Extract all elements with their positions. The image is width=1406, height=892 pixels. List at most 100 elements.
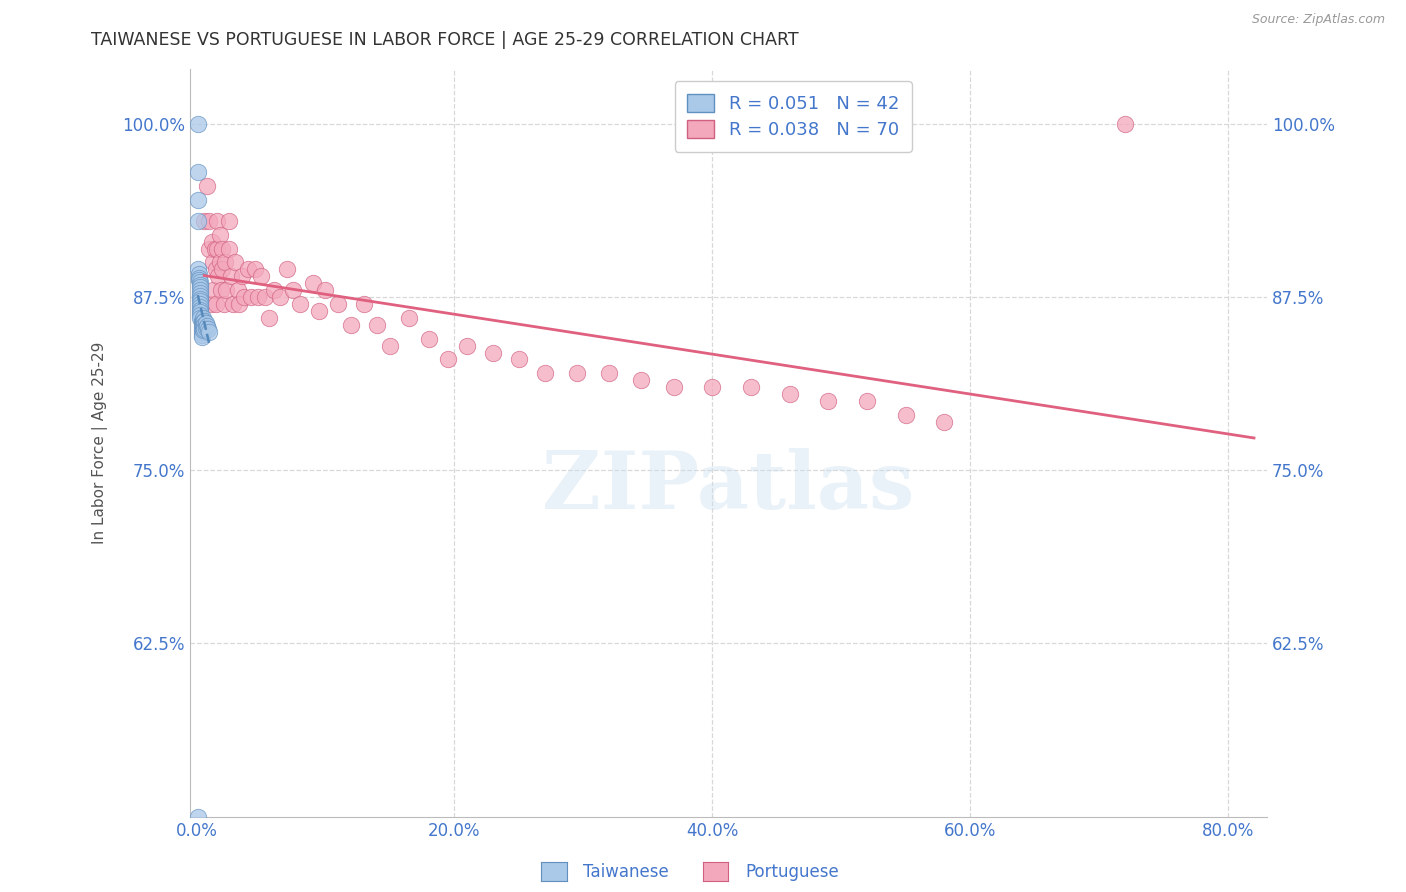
- Point: [193, 318, 215, 332]
- Point: [366, 318, 388, 332]
- Text: Source: ZipAtlas.com: Source: ZipAtlas.com: [1251, 13, 1385, 27]
- Point: [565, 367, 588, 381]
- Point: [218, 242, 240, 256]
- Y-axis label: In Labor Force | Age 25-29: In Labor Force | Age 25-29: [93, 342, 108, 544]
- Point: [190, 300, 212, 314]
- Point: [236, 262, 259, 277]
- Point: [201, 235, 224, 249]
- Point: [190, 319, 212, 334]
- Point: [205, 262, 228, 277]
- Point: [353, 297, 375, 311]
- Point: [263, 283, 285, 297]
- Point: [247, 290, 270, 304]
- Point: [190, 283, 212, 297]
- Point: [190, 280, 212, 294]
- Point: [228, 297, 250, 311]
- Point: [301, 277, 323, 291]
- Point: [340, 318, 363, 332]
- Point: [190, 294, 212, 309]
- Point: [190, 275, 212, 289]
- Point: [308, 304, 330, 318]
- Point: [204, 242, 226, 256]
- Point: [508, 352, 530, 367]
- Point: [207, 269, 229, 284]
- Point: [208, 255, 231, 269]
- Point: [740, 380, 762, 394]
- Point: [226, 283, 249, 297]
- Text: ZIPatlas: ZIPatlas: [543, 449, 915, 526]
- Point: [198, 242, 221, 256]
- Point: [817, 394, 839, 409]
- Point: [187, 214, 209, 228]
- Point: [894, 408, 917, 422]
- Point: [190, 310, 212, 325]
- Point: [205, 214, 228, 228]
- Point: [288, 297, 311, 311]
- Point: [378, 338, 401, 352]
- Text: Portuguese: Portuguese: [745, 863, 839, 881]
- Point: [188, 273, 211, 287]
- Point: [187, 193, 209, 207]
- Point: [190, 277, 212, 292]
- Point: [233, 290, 256, 304]
- Point: [328, 297, 350, 311]
- Point: [190, 317, 212, 331]
- Point: [190, 330, 212, 344]
- Point: [418, 332, 440, 346]
- Point: [630, 373, 652, 387]
- Point: [250, 269, 273, 284]
- Point: [218, 214, 240, 228]
- Point: [243, 262, 266, 277]
- Point: [205, 242, 228, 256]
- Point: [398, 310, 420, 325]
- Point: [276, 262, 298, 277]
- Point: [195, 319, 218, 334]
- Point: [194, 317, 217, 331]
- Point: [224, 255, 246, 269]
- Point: [215, 283, 238, 297]
- Point: [190, 285, 212, 300]
- Text: TAIWANESE VS PORTUGUESE IN LABOR FORCE | AGE 25-29 CORRELATION CHART: TAIWANESE VS PORTUGUESE IN LABOR FORCE |…: [91, 31, 799, 49]
- Point: [188, 270, 211, 285]
- Point: [257, 310, 280, 325]
- Legend: R = 0.051   N = 42, R = 0.038   N = 70: R = 0.051 N = 42, R = 0.038 N = 70: [675, 81, 911, 152]
- Point: [190, 289, 212, 303]
- Point: [314, 283, 336, 297]
- Point: [193, 214, 215, 228]
- Point: [190, 327, 212, 342]
- Point: [269, 290, 291, 304]
- Point: [856, 394, 879, 409]
- Point: [191, 310, 214, 325]
- Text: Taiwanese: Taiwanese: [583, 863, 669, 881]
- Point: [482, 345, 505, 359]
- Point: [205, 297, 228, 311]
- Point: [239, 290, 262, 304]
- Point: [190, 305, 212, 319]
- Point: [779, 387, 801, 401]
- Point: [212, 297, 235, 311]
- Point: [190, 322, 212, 336]
- Point: [194, 320, 217, 334]
- Point: [662, 380, 685, 394]
- Point: [456, 338, 478, 352]
- Point: [191, 319, 214, 334]
- Point: [200, 297, 222, 311]
- Point: [231, 269, 253, 284]
- Point: [253, 290, 276, 304]
- Point: [1114, 117, 1136, 131]
- Point: [197, 322, 219, 336]
- Point: [221, 269, 243, 284]
- Point: [193, 322, 215, 336]
- Point: [187, 262, 209, 277]
- Point: [193, 314, 215, 328]
- Point: [188, 267, 211, 281]
- Point: [187, 810, 209, 824]
- Point: [211, 262, 233, 277]
- Point: [437, 352, 460, 367]
- Point: [190, 297, 212, 311]
- Point: [283, 283, 305, 297]
- Point: [191, 315, 214, 329]
- Point: [190, 325, 212, 339]
- Point: [211, 242, 233, 256]
- Point: [208, 227, 231, 242]
